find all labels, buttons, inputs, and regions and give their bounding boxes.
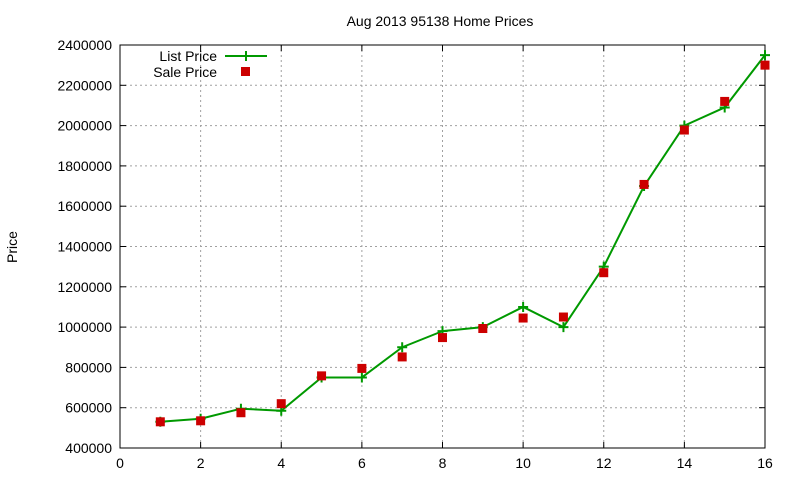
y-tick-label: 1200000 [57,279,112,295]
grid [120,45,765,448]
series-line-with-plus [155,50,770,427]
sale-price-point [155,417,165,427]
y-axis-label: Price [4,231,20,263]
sale-price-point [478,324,488,334]
x-tick-label: 0 [116,455,124,471]
x-tick-labels: 0 2 4 6 8 10 12 14 16 [116,455,773,471]
list-price-line [160,54,766,423]
legend-label-sale-price: Sale Price [153,64,217,80]
y-tick-label: 600000 [65,400,112,416]
sale-price-point [397,352,407,362]
y-tick-label: 400000 [65,440,112,456]
x-tick-label: 12 [596,455,612,471]
legend-marker-list-price [241,51,251,61]
legend-marker-sale-price [241,67,250,76]
list-price-point [558,322,569,333]
y-tick-label: 1800000 [57,158,112,174]
y-tick-label: 1000000 [57,319,112,335]
sale-price-point [438,333,447,343]
legend-label-list-price: List Price [159,48,217,64]
series-square-points [155,60,770,427]
x-tick-label: 2 [197,455,205,471]
sale-price-point [196,416,206,426]
sale-price-point [639,179,649,189]
y-tick-label: 800000 [65,359,112,375]
x-tick-label: 10 [515,455,531,471]
sale-price-point [357,363,367,373]
list-price-point [397,342,408,353]
x-tick-label: 8 [439,455,447,471]
sale-price-point [599,268,609,278]
y-tick-label: 2200000 [57,77,112,93]
sale-price-point [760,60,770,70]
series [155,50,770,427]
list-price-point [518,301,529,312]
sale-price-point [518,313,528,323]
x-tick-label: 16 [757,455,773,471]
y-tick-labels: 400000 600000 800000 1000000 1200000 1400000 1… [57,37,112,456]
list-price-point [760,50,770,61]
x-tick-label: 6 [358,455,366,471]
legend: List Price Sale Price [153,48,267,80]
x-tick-label: 4 [277,455,285,471]
sale-price-point [317,371,327,381]
sale-price-point [276,399,286,409]
y-tick-label: 1600000 [57,198,112,214]
sale-price-point [558,312,568,322]
sale-price-point [236,408,246,418]
list-price-point [356,372,367,383]
y-tick-label: 1400000 [57,239,112,255]
y-tick-label: 2400000 [57,37,112,53]
chart-title: Aug 2013 95138 Home Prices [347,13,534,29]
axis-ticks [119,44,766,449]
sale-price-point [720,96,730,106]
y-tick-label: 2000000 [57,118,112,134]
x-tick-label: 14 [677,455,693,471]
sale-price-point [679,125,689,135]
